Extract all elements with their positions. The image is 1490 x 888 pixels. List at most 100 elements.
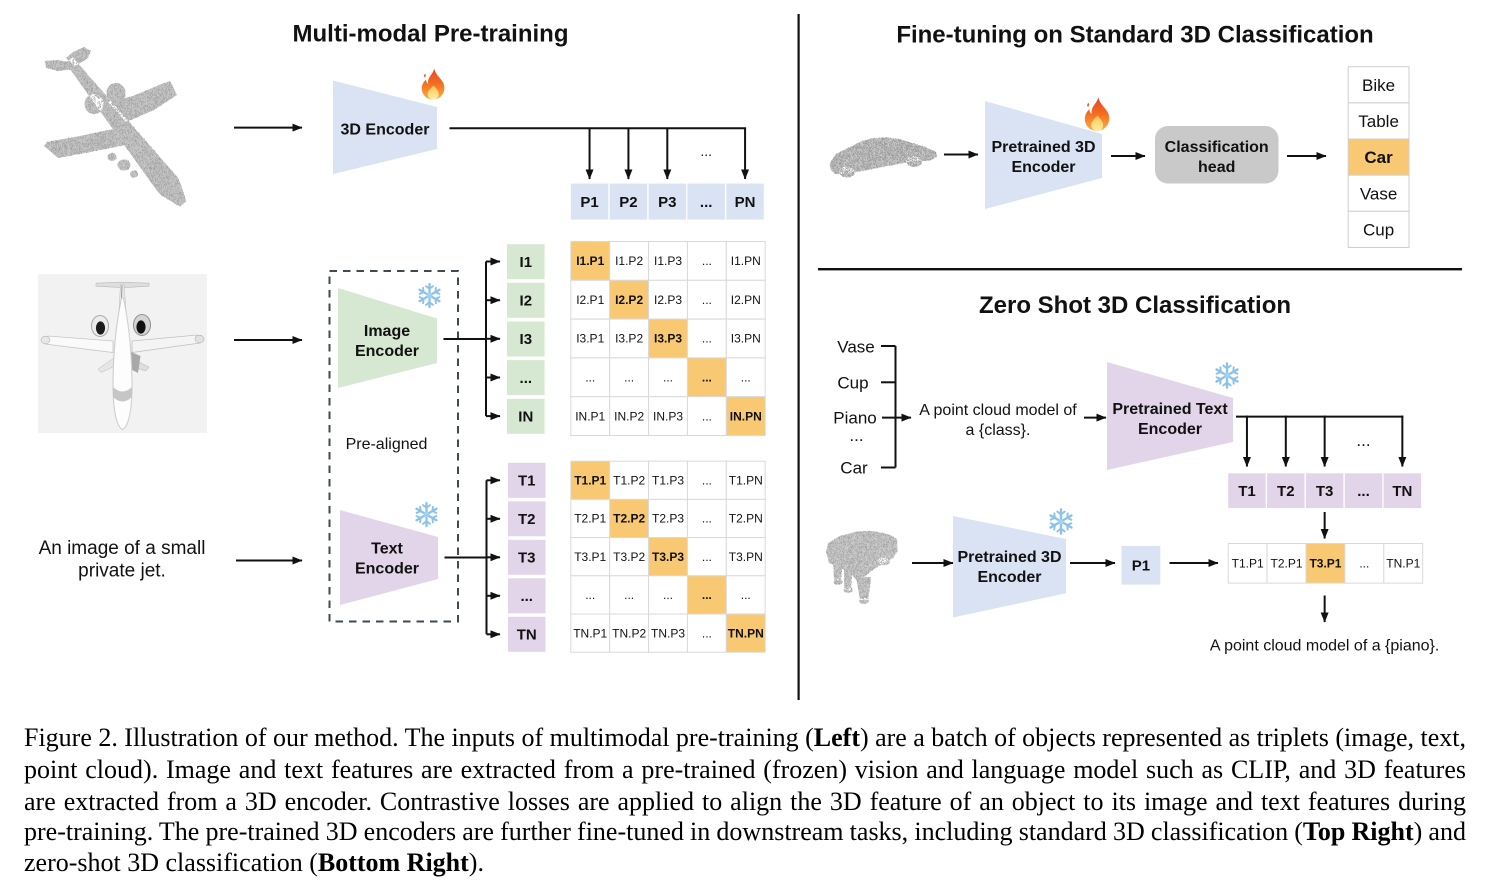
- svg-text:TN.P1: TN.P1: [573, 626, 607, 640]
- svg-text:P3: P3: [658, 194, 676, 211]
- svg-text:Zero Shot 3D Classification: Zero Shot 3D Classification: [979, 292, 1291, 319]
- svg-text:I2.PN: I2.PN: [731, 293, 761, 307]
- svg-text:...: ...: [585, 371, 595, 385]
- svg-text:Encoder: Encoder: [355, 561, 419, 578]
- svg-text:...: ...: [700, 194, 713, 211]
- svg-text:T1.P2: T1.P2: [613, 474, 645, 488]
- svg-text:I3.P3: I3.P3: [654, 332, 682, 346]
- svg-text:Cup: Cup: [1363, 220, 1394, 239]
- svg-text:...: ...: [702, 474, 712, 488]
- svg-text:Multi-modal Pre-training: Multi-modal Pre-training: [293, 21, 569, 48]
- svg-text:T1.P1: T1.P1: [1232, 557, 1264, 571]
- svg-text:Car: Car: [1364, 148, 1393, 167]
- svg-text:I2.P3: I2.P3: [654, 293, 682, 307]
- svg-text:I3.P2: I3.P2: [615, 332, 643, 346]
- svg-text:...: ...: [520, 370, 533, 387]
- svg-text:...: ...: [663, 371, 673, 385]
- svg-text:Classification: Classification: [1165, 139, 1269, 156]
- svg-text:T3.P3: T3.P3: [652, 550, 684, 564]
- svg-text:Piano: Piano: [833, 409, 876, 428]
- svg-text:...: ...: [741, 371, 751, 385]
- svg-text:TN: TN: [517, 627, 537, 644]
- svg-text:T1.P3: T1.P3: [652, 474, 684, 488]
- svg-text:Table: Table: [1358, 112, 1399, 131]
- svg-text:T1: T1: [1238, 483, 1256, 500]
- svg-text:T3.PN: T3.PN: [729, 550, 763, 564]
- svg-text:Image: Image: [364, 323, 410, 340]
- svg-text:TN.P3: TN.P3: [651, 626, 685, 640]
- svg-text:T2.PN: T2.PN: [729, 512, 763, 526]
- svg-text:IN.P2: IN.P2: [614, 409, 644, 423]
- svg-text:I2: I2: [520, 293, 533, 310]
- svg-text:...: ...: [702, 409, 712, 423]
- svg-text:TN.P2: TN.P2: [612, 626, 646, 640]
- svg-text:Cup: Cup: [837, 373, 868, 392]
- svg-text:...: ...: [702, 550, 712, 564]
- svg-text:...: ...: [585, 588, 595, 602]
- svg-text:T1: T1: [518, 473, 536, 490]
- svg-text:...: ...: [624, 371, 634, 385]
- svg-text:T1.PN: T1.PN: [729, 474, 763, 488]
- svg-text:...: ...: [702, 254, 712, 268]
- svg-text:...: ...: [520, 588, 533, 605]
- svg-text:Pretrained 3D: Pretrained 3D: [957, 549, 1061, 566]
- svg-text:T2.P1: T2.P1: [574, 512, 606, 526]
- svg-text:Pretrained Text: Pretrained Text: [1112, 401, 1228, 418]
- svg-text:A point cloud model of a {pian: A point cloud model of a {piano}.: [1210, 638, 1440, 655]
- svg-text:T3: T3: [1316, 483, 1334, 500]
- svg-text:...: ...: [1359, 557, 1369, 571]
- svg-text:T2: T2: [1277, 483, 1295, 500]
- svg-text:T3.P2: T3.P2: [613, 550, 645, 564]
- svg-text:T1.P1: T1.P1: [574, 474, 606, 488]
- svg-text:Encoder: Encoder: [977, 569, 1041, 586]
- svg-text:IN.PN: IN.PN: [730, 409, 762, 423]
- svg-text:Encoder: Encoder: [1138, 421, 1202, 438]
- svg-text:...: ...: [849, 426, 863, 445]
- svg-text:A point cloud model of: A point cloud model of: [919, 402, 1077, 419]
- svg-text:...: ...: [702, 626, 712, 640]
- svg-text:TN.PN: TN.PN: [728, 626, 764, 640]
- svg-text:IN.P1: IN.P1: [575, 409, 605, 423]
- svg-text:Car: Car: [840, 459, 868, 478]
- svg-text:T2: T2: [518, 511, 536, 528]
- svg-text:P2: P2: [619, 194, 637, 211]
- svg-text:P1: P1: [580, 194, 598, 211]
- svg-text:I1: I1: [520, 254, 533, 271]
- svg-text:P1: P1: [1132, 558, 1150, 575]
- svg-text:T2.P3: T2.P3: [652, 512, 684, 526]
- svg-text:...: ...: [1356, 431, 1370, 450]
- svg-text:...: ...: [702, 512, 712, 526]
- svg-text:I1.P1: I1.P1: [576, 254, 604, 268]
- svg-text:TN: TN: [1392, 483, 1412, 500]
- svg-text:...: ...: [702, 588, 712, 602]
- svg-text:T3.P1: T3.P1: [574, 550, 606, 564]
- svg-text:Pretrained 3D: Pretrained 3D: [991, 139, 1095, 156]
- svg-text:PN: PN: [735, 194, 756, 211]
- svg-text:I1.P3: I1.P3: [654, 254, 682, 268]
- svg-text:...: ...: [1357, 483, 1370, 500]
- svg-text:...: ...: [700, 143, 712, 159]
- svg-text:I2.P2: I2.P2: [615, 293, 643, 307]
- svg-text:I2.P1: I2.P1: [576, 293, 604, 307]
- svg-text:T3.P1: T3.P1: [1309, 557, 1341, 571]
- svg-text:...: ...: [702, 371, 712, 385]
- svg-text:Text: Text: [371, 541, 403, 558]
- svg-text:head: head: [1198, 159, 1235, 176]
- svg-text:a {class}.: a {class}.: [966, 422, 1031, 439]
- svg-text:...: ...: [741, 588, 751, 602]
- svg-text:Vase: Vase: [837, 337, 875, 356]
- svg-text:...: ...: [663, 588, 673, 602]
- svg-text:...: ...: [702, 293, 712, 307]
- svg-text:I1.PN: I1.PN: [731, 254, 761, 268]
- svg-text:I3: I3: [520, 331, 533, 348]
- svg-text:private jet.: private jet.: [78, 561, 166, 582]
- svg-text:Fine-tuning on Standard 3D Cla: Fine-tuning on Standard 3D Classificatio…: [896, 22, 1373, 49]
- svg-text:IN: IN: [518, 409, 533, 426]
- svg-text:Vase: Vase: [1360, 184, 1398, 203]
- svg-text:Encoder: Encoder: [355, 343, 419, 360]
- svg-text:T2.P2: T2.P2: [613, 512, 645, 526]
- svg-text:Pre-aligned: Pre-aligned: [346, 436, 428, 453]
- svg-text:I1.P2: I1.P2: [615, 254, 643, 268]
- svg-text:T2.P1: T2.P1: [1271, 557, 1303, 571]
- svg-text:I3.P1: I3.P1: [576, 332, 604, 346]
